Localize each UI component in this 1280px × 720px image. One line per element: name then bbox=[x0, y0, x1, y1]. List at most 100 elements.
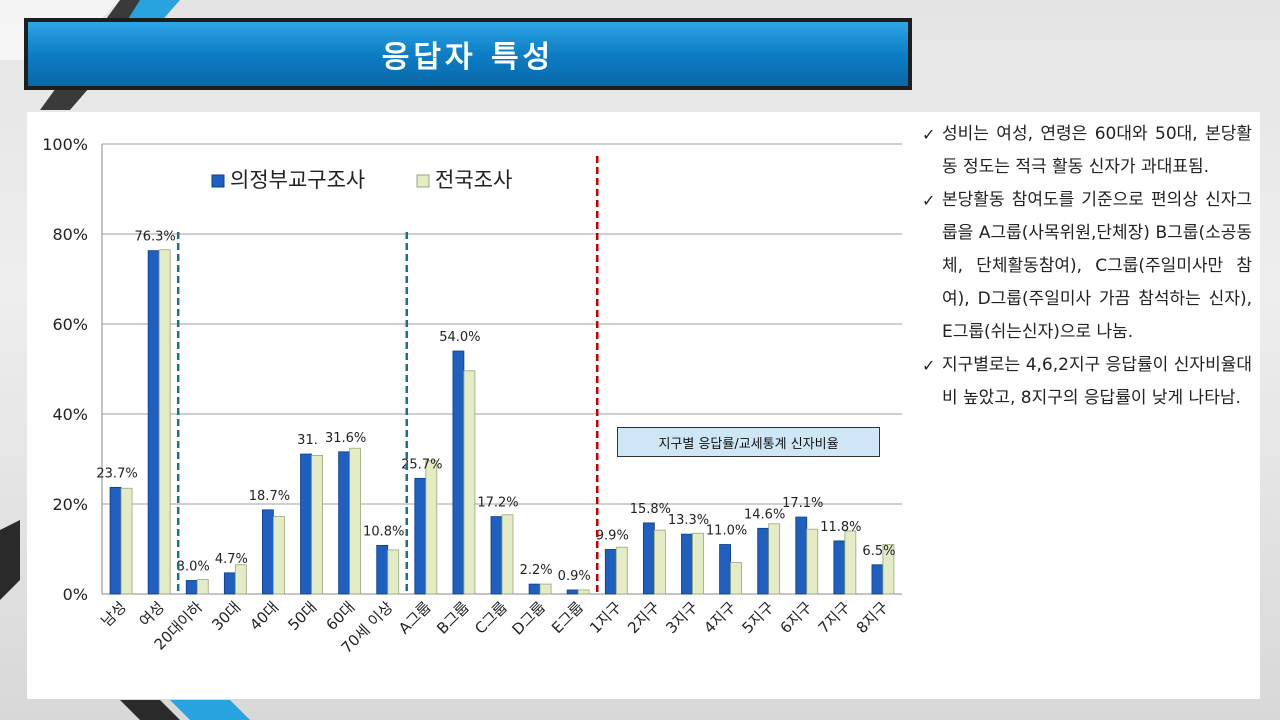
page-title: 응답자 특성 bbox=[28, 22, 908, 86]
bar-chart: 0% 20% 40% 60% 80% 100% 23.7% 76.3% 3.0% 4.7% 18.7… bbox=[42, 135, 902, 657]
data-label: 18.7% bbox=[249, 489, 290, 504]
checkmark-icon: ✓ bbox=[922, 356, 936, 375]
text-panel: ✓ 성비는 여성, 연령은 60대와 50대, 본당활동 정도는 적극 활동 신… bbox=[914, 112, 1260, 699]
data-label: 2.2% bbox=[520, 563, 553, 578]
data-label: 23.7% bbox=[96, 466, 137, 481]
district-annotation-box: 지구별 응답률/교세통계 신자비율 bbox=[617, 427, 880, 457]
x-tick-label: 여성 bbox=[136, 598, 168, 630]
x-tick-label: 2지구 bbox=[624, 598, 663, 637]
bar-series1 bbox=[147, 250, 160, 595]
x-tick-label: A그룹 bbox=[395, 598, 435, 638]
data-label: 31. bbox=[297, 433, 318, 448]
bar-series2 bbox=[768, 523, 781, 595]
bar-series2 bbox=[539, 583, 552, 595]
y-tick-label: 20% bbox=[52, 495, 88, 514]
bar-series2 bbox=[692, 532, 704, 595]
data-label: 15.8% bbox=[630, 502, 671, 517]
bar-series2 bbox=[463, 370, 476, 595]
bar-series1 bbox=[376, 544, 389, 595]
data-label: 6.5% bbox=[862, 544, 895, 559]
data-label: 10.8% bbox=[363, 524, 404, 539]
bar-series1 bbox=[833, 540, 846, 595]
data-label: 3.0% bbox=[177, 560, 210, 575]
bar-series1 bbox=[604, 549, 617, 595]
x-tick-label: B그룹 bbox=[433, 598, 473, 638]
data-label: 11.8% bbox=[820, 520, 861, 535]
bar-series2 bbox=[349, 447, 362, 595]
bar-series2 bbox=[120, 487, 133, 595]
legend-swatch bbox=[211, 174, 225, 188]
bar-series1 bbox=[262, 509, 274, 595]
data-label: 14.6% bbox=[744, 507, 785, 522]
x-tick-label: 4지구 bbox=[700, 598, 739, 637]
data-label: 31.6% bbox=[325, 431, 366, 446]
bar-series2 bbox=[806, 528, 819, 595]
x-tick-label: 남성 bbox=[98, 598, 130, 630]
bar-series2 bbox=[844, 530, 857, 595]
chart-panel: 0% 20% 40% 60% 80% 100% 23.7% 76.3% 3.0% 4.7% 18.7… bbox=[27, 112, 914, 699]
x-tick-label: 6지구 bbox=[777, 598, 816, 637]
checkmark-icon: ✓ bbox=[922, 125, 936, 144]
bar-series1 bbox=[490, 516, 503, 595]
data-label: 4.7% bbox=[215, 552, 248, 567]
x-tick-label: 50대 bbox=[284, 598, 320, 634]
x-tick-label: 30대 bbox=[208, 598, 244, 634]
data-label: 13.3% bbox=[668, 513, 709, 528]
bar-series1 bbox=[871, 564, 884, 595]
x-tick-label: 1지구 bbox=[586, 598, 625, 637]
bar-series1 bbox=[528, 583, 541, 595]
bar-series1 bbox=[223, 572, 236, 595]
bullet-text: 본당활동 참여도를 기준으로 편의상 신자그룹을 A그룹(사목위원,단체장) B… bbox=[942, 190, 1252, 342]
bar-series1 bbox=[681, 533, 693, 595]
x-tick-label: 5지구 bbox=[738, 598, 777, 637]
bar-series2 bbox=[196, 579, 209, 595]
bar-series2 bbox=[653, 529, 666, 595]
bar-series2 bbox=[273, 516, 285, 595]
y-tick-label: 60% bbox=[52, 315, 88, 334]
data-label: 76.3% bbox=[134, 230, 175, 245]
x-tick-label: 40대 bbox=[246, 598, 282, 634]
data-label: 0.9% bbox=[558, 569, 591, 584]
x-tick-label: 3지구 bbox=[662, 598, 701, 637]
bar-series2 bbox=[577, 589, 590, 595]
legend-label: 전국조사 bbox=[435, 168, 512, 192]
x-tick-label: C그룹 bbox=[471, 598, 511, 638]
bullet-item: ✓ 지구별로는 4,6,2지구 응답률이 신자비율대비 높았고, 8지구의 응답… bbox=[922, 349, 1252, 415]
bar-series2 bbox=[234, 564, 247, 595]
data-label: 54.0% bbox=[439, 330, 480, 345]
legend-label: 의정부교구조사 bbox=[230, 168, 365, 192]
bar-series2 bbox=[730, 562, 742, 595]
y-tick-label: 80% bbox=[52, 225, 88, 244]
y-tick-label: 100% bbox=[42, 135, 88, 154]
y-tick-label: 40% bbox=[52, 405, 88, 424]
bar-series1 bbox=[757, 527, 770, 595]
bar-series2 bbox=[882, 544, 895, 595]
bar-series1 bbox=[566, 589, 579, 595]
bar-series1 bbox=[719, 544, 731, 595]
bar-series1 bbox=[642, 522, 655, 595]
bar-series2 bbox=[425, 460, 438, 595]
bar-series2 bbox=[501, 514, 514, 595]
bar-series1 bbox=[414, 477, 427, 595]
bar-series1 bbox=[452, 350, 465, 595]
x-tick-label: E그룹 bbox=[548, 598, 587, 637]
data-label: 11.0% bbox=[706, 524, 747, 539]
bar-series2 bbox=[615, 546, 628, 595]
data-label: 17.1% bbox=[782, 496, 823, 511]
bar-series1 bbox=[185, 580, 198, 595]
x-tick-label: 7지구 bbox=[815, 598, 854, 637]
checkmark-icon: ✓ bbox=[922, 191, 936, 210]
bullet-list: ✓ 성비는 여성, 연령은 60대와 50대, 본당활동 정도는 적극 활동 신… bbox=[914, 112, 1260, 415]
bar-series1 bbox=[338, 451, 351, 595]
x-tick-label: D그룹 bbox=[509, 598, 550, 639]
bullet-item: ✓ 본당활동 참여도를 기준으로 편의상 신자그룹을 A그룹(사목위원,단체장)… bbox=[922, 184, 1252, 349]
title-bar: 응답자 특성 bbox=[24, 18, 912, 90]
legend-swatch bbox=[416, 174, 430, 188]
bullet-text: 지구별로는 4,6,2지구 응답률이 신자비율대비 높았고, 8지구의 응답률이… bbox=[942, 355, 1252, 408]
bar-series1 bbox=[795, 516, 808, 595]
bullet-text: 성비는 여성, 연령은 60대와 50대, 본당활동 정도는 적극 활동 신자가… bbox=[942, 124, 1252, 177]
data-label: 25.7% bbox=[401, 457, 442, 472]
bullet-item: ✓ 성비는 여성, 연령은 60대와 50대, 본당활동 정도는 적극 활동 신… bbox=[922, 118, 1252, 184]
bar-series2 bbox=[311, 454, 323, 595]
bar-series1 bbox=[109, 486, 122, 595]
